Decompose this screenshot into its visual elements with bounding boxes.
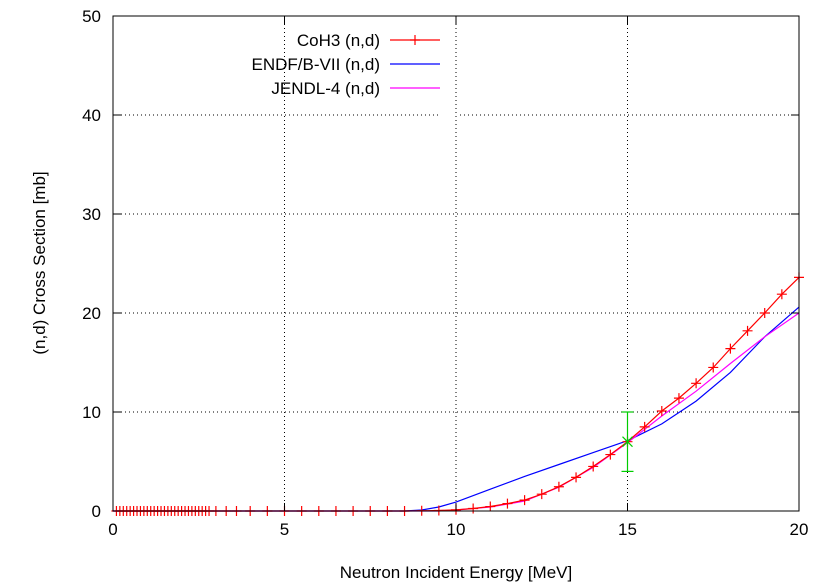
data-point	[588, 461, 599, 472]
data-point	[605, 449, 616, 460]
data-point	[519, 495, 530, 506]
legend-label: CoH3 (n,d)	[297, 31, 380, 50]
data-point	[725, 343, 736, 354]
data-point	[742, 325, 753, 336]
data-point	[776, 289, 787, 300]
data-point-experimental	[622, 436, 633, 448]
data-point	[536, 489, 547, 500]
y-tick-label: 30	[82, 205, 101, 224]
data-point	[553, 481, 564, 492]
data-point	[656, 406, 667, 417]
x-tick-label: 20	[790, 520, 809, 539]
x-tick-label: 10	[447, 520, 466, 539]
x-axis-title: Neutron Incident Energy [MeV]	[340, 563, 572, 582]
legend-marker	[410, 35, 420, 45]
series-line-1	[113, 306, 800, 512]
data-point	[759, 308, 770, 318]
ticks: 0 5 10 15 20 0 10 20 30 40 50	[82, 7, 808, 539]
data-point	[571, 472, 582, 483]
y-tick-label: 40	[82, 106, 101, 125]
y-tick-label: 10	[82, 403, 101, 422]
y-tick-label: 0	[92, 502, 101, 521]
x-tick-label: 0	[108, 520, 117, 539]
x-tick-label: 15	[618, 520, 637, 539]
data-point	[673, 393, 684, 404]
y-tick-label: 20	[82, 304, 101, 323]
x-tick-label: 5	[280, 520, 289, 539]
data-point	[485, 501, 496, 512]
data-point	[708, 362, 719, 373]
data-point	[468, 503, 479, 514]
data-point	[639, 421, 650, 432]
legend: CoH3 (n,d) ENDF/B-VII (n,d) JENDL-4 (n,d)	[252, 31, 440, 98]
y-axis-title: (n,d) Cross Section [mb]	[30, 171, 49, 354]
legend-label: ENDF/B-VII (n,d)	[252, 55, 380, 74]
y-tick-label: 50	[82, 7, 101, 26]
data-point	[502, 498, 513, 509]
data-point	[691, 378, 702, 389]
legend-label: JENDL-4 (n,d)	[271, 79, 380, 98]
